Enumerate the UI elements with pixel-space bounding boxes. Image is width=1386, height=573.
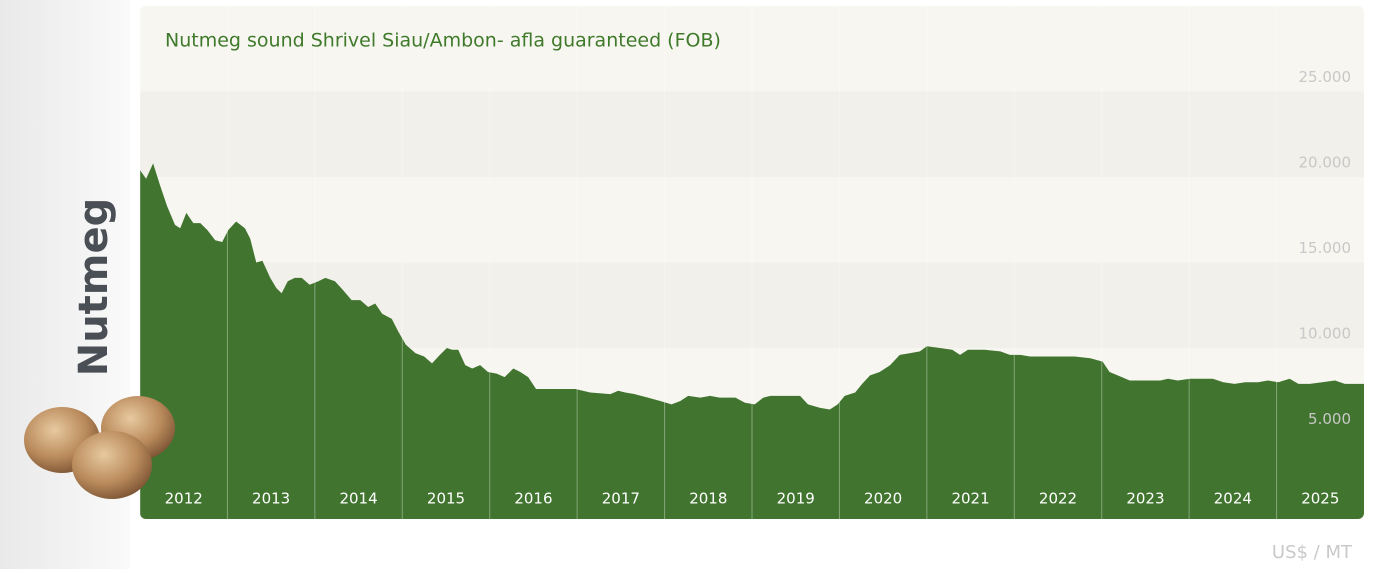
chart-title: Nutmeg sound Shrivel Siau/Ambon- afla gu…	[165, 30, 721, 52]
x-tick-label: 2021	[951, 490, 989, 508]
plot-area	[140, 6, 1364, 519]
x-tick-label: 2020	[864, 490, 902, 508]
x-tick-label: 2022	[1039, 490, 1077, 508]
x-tick-label: 2016	[514, 490, 552, 508]
x-tick-label: 2019	[777, 490, 815, 508]
x-tick-label: 2024	[1214, 490, 1252, 508]
x-tick-label: 2015	[427, 490, 465, 508]
y-tick-label: 20.000	[1299, 154, 1352, 172]
side-label: Nutmeg	[71, 198, 117, 377]
y-tick-label: 5.000	[1308, 410, 1351, 428]
x-tick-label: 2023	[1126, 490, 1164, 508]
x-tick-label: 2012	[165, 490, 203, 508]
unit-label: US$ / MT	[1272, 542, 1353, 563]
x-tick-label: 2017	[602, 490, 640, 508]
nutmeg-image	[24, 396, 175, 499]
x-tick-label: 2013	[252, 490, 290, 508]
grid-band	[140, 91, 1364, 177]
y-tick-label: 25.000	[1299, 68, 1352, 86]
y-tick-label: 10.000	[1299, 325, 1352, 343]
x-tick-label: 2025	[1301, 490, 1339, 508]
area	[140, 163, 1364, 519]
x-tick-label: 2014	[339, 490, 377, 508]
x-tick-label: 2018	[689, 490, 727, 508]
y-tick-label: 15.000	[1299, 239, 1352, 257]
